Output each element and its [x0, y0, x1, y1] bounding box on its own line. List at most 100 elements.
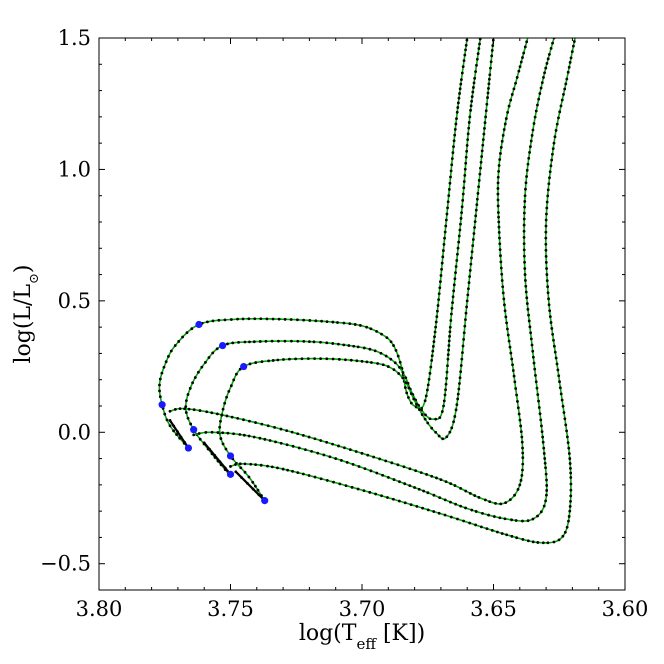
track-dot	[508, 345, 512, 349]
track-dot	[560, 98, 564, 102]
track-dot	[456, 397, 460, 401]
track-dot	[465, 144, 469, 147]
series-track-7	[168, 419, 193, 452]
y-axis-label-tail: )	[11, 264, 36, 273]
track-dot	[277, 339, 280, 343]
track-dot	[434, 325, 438, 329]
track-dot	[348, 448, 352, 452]
track-dot	[529, 139, 533, 143]
track-dot	[362, 346, 366, 350]
track-dot	[229, 384, 233, 388]
track-dot	[558, 380, 561, 384]
track-dot	[485, 102, 489, 106]
track-dot	[396, 354, 400, 358]
track-dot	[569, 476, 573, 479]
track-dot	[173, 344, 177, 347]
track-dot	[190, 327, 194, 331]
track-dot	[398, 480, 401, 484]
track-dot	[352, 344, 356, 348]
track-dot	[549, 164, 553, 168]
track-dot	[565, 429, 568, 433]
y-tick-label: 0.0	[58, 420, 91, 444]
track-dot	[468, 268, 472, 272]
track-dot	[548, 170, 552, 174]
track-dot	[384, 459, 388, 463]
track-dot	[445, 212, 449, 216]
track-dot	[557, 538, 561, 542]
track-dot	[532, 122, 536, 125]
track-dot	[204, 430, 208, 434]
track-dot	[456, 101, 460, 105]
track-dot	[325, 479, 329, 482]
track-dot	[473, 220, 477, 224]
track-dot	[241, 317, 245, 321]
track-dot	[470, 256, 473, 260]
track-dot	[234, 470, 238, 474]
track-dot	[165, 418, 169, 422]
track-dot	[496, 204, 500, 208]
track-dot	[480, 155, 484, 158]
track-dot	[337, 357, 341, 361]
track-dot	[519, 430, 523, 434]
track-dot	[536, 514, 539, 518]
track-dot	[487, 82, 491, 86]
track-dot	[342, 343, 346, 347]
track-dot	[497, 164, 501, 167]
track-dot	[178, 407, 182, 411]
track-dot	[547, 182, 551, 186]
track-dot	[495, 530, 499, 534]
track-dot	[511, 369, 515, 372]
track-dot	[461, 192, 465, 196]
track-dot	[514, 519, 518, 522]
track-dot	[451, 295, 455, 299]
track-dot	[559, 392, 563, 396]
track-dot	[497, 225, 501, 229]
track-dot	[283, 339, 287, 343]
track-dot	[496, 192, 500, 196]
track-dot	[229, 465, 232, 468]
track-dot	[545, 484, 549, 487]
track-dot	[384, 354, 388, 358]
track-dot	[565, 435, 569, 439]
track-dot	[539, 418, 543, 422]
track-dot	[468, 521, 472, 525]
track-dot	[448, 330, 452, 334]
track-dot	[499, 502, 503, 506]
track-dot	[500, 272, 504, 276]
track-dot	[503, 309, 507, 313]
track-dot	[534, 109, 538, 113]
track-dot	[490, 528, 494, 532]
track-dot	[509, 98, 513, 102]
track-dot	[452, 289, 456, 293]
track-dot	[569, 488, 573, 492]
track-dot	[523, 205, 526, 209]
track-dot	[256, 488, 260, 492]
track-dot	[448, 430, 452, 434]
track-dot	[476, 192, 480, 195]
track-dot	[500, 139, 504, 143]
track-dot	[392, 368, 396, 372]
track-dot	[319, 357, 323, 361]
track-dot	[545, 61, 549, 65]
track-dot	[320, 319, 324, 323]
track-dot	[444, 224, 448, 228]
plot-frame	[98, 37, 626, 591]
track-dot	[412, 397, 416, 401]
track-dot	[434, 430, 438, 434]
track-dot	[358, 324, 362, 327]
track-dot	[490, 54, 494, 58]
track-dot	[365, 360, 369, 364]
track-dot	[183, 407, 186, 411]
track-dot	[325, 320, 329, 324]
track-dot	[528, 150, 531, 154]
track-dot	[211, 351, 215, 355]
track-dot	[440, 261, 444, 265]
track-dot	[374, 492, 378, 496]
track-dot	[444, 218, 448, 222]
track-dot	[446, 364, 449, 368]
track-dot	[467, 126, 471, 130]
track-dot	[475, 203, 479, 207]
track-dot	[219, 437, 223, 440]
